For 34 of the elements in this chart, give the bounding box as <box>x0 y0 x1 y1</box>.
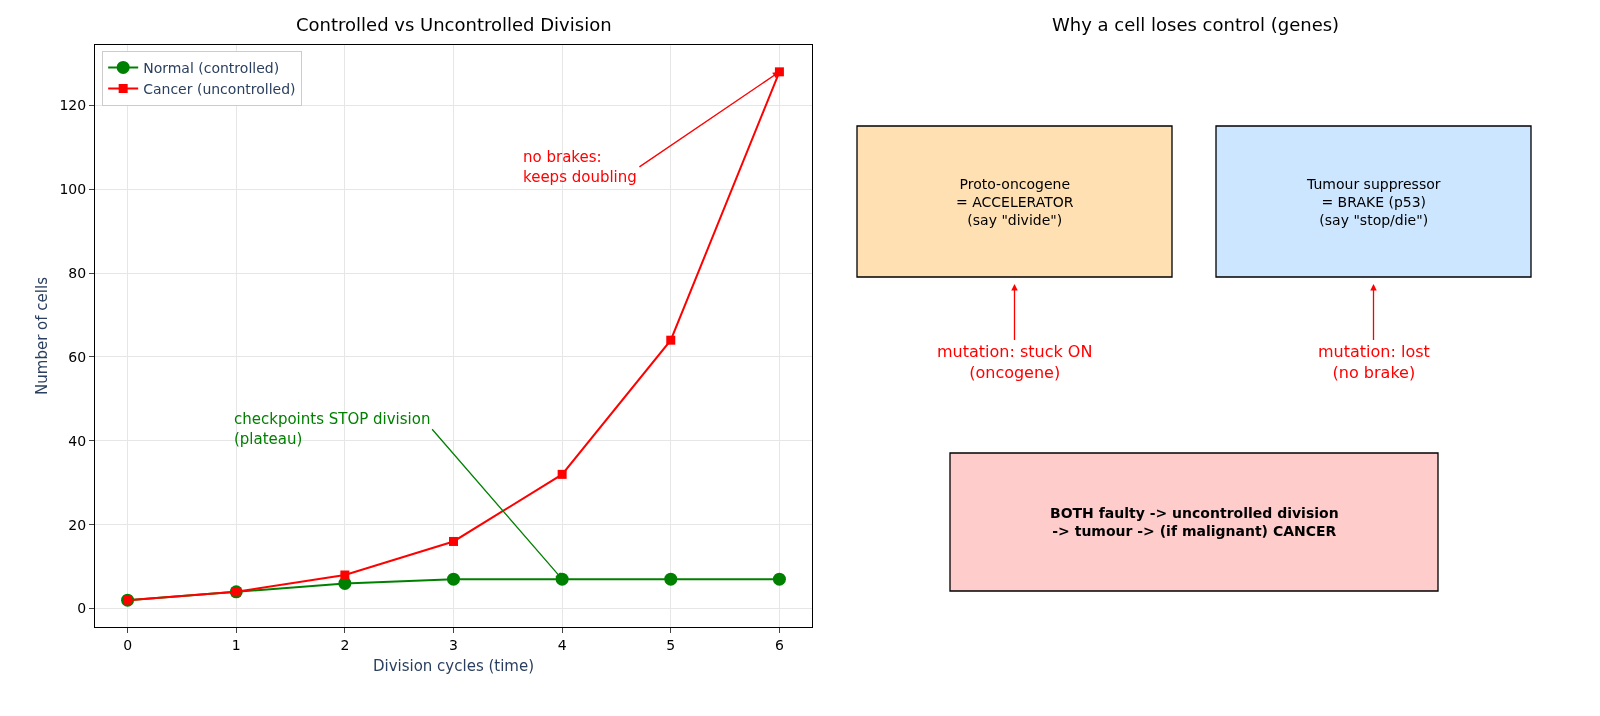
y-tick-label: 60 <box>68 348 87 365</box>
text: Why a cell loses control (genes) <box>1052 14 1340 35</box>
y-tick-label: 120 <box>59 97 87 114</box>
x-tick-label: 3 <box>449 636 458 653</box>
annotation: no brakes: keeps doubling <box>523 148 637 186</box>
text: mutation: lost (no brake) <box>1318 342 1430 382</box>
point <box>340 570 350 580</box>
legend-label: Cancer (uncontrolled) <box>143 81 296 98</box>
x-tick-label: 6 <box>774 636 784 653</box>
y-tick-label: 100 <box>59 181 87 198</box>
point <box>664 572 678 586</box>
point <box>772 572 786 586</box>
text: BOTH faulty -> uncontrolled division -> tumour -> (if malignant) CANCER <box>1050 505 1339 540</box>
text: mutation: stuck ON (oncogene) <box>937 342 1093 382</box>
text: Proto-oncogene = ACCELERATOR (say "divide") <box>956 176 1074 229</box>
y-axis-title: Number of cells <box>32 276 51 395</box>
point <box>557 469 567 479</box>
y-tick-label: 20 <box>68 516 87 533</box>
x-tick-label: 5 <box>666 636 676 653</box>
chart-title: Controlled vs Uncontrolled Division <box>296 14 612 35</box>
point <box>449 536 458 546</box>
x-tick-label: 4 <box>557 636 567 653</box>
text: Tumour suppressor = BRAKE (p53) (say "stop/die") <box>1306 176 1441 229</box>
annotation: checkpoints STOP division (plateau) <box>234 410 431 448</box>
y-tick-label: 80 <box>68 265 87 281</box>
y-tick-label: 40 <box>68 432 87 449</box>
x-tick-label: 0 <box>123 636 133 653</box>
point <box>447 572 460 586</box>
x-axis-title: Division cycles (time) <box>372 656 535 675</box>
x-tick-label: 2 <box>340 636 350 653</box>
x-tick-label: 1 <box>231 636 241 653</box>
y-tick-label: 0 <box>77 600 87 617</box>
legend-label: Normal (controlled) <box>143 59 280 76</box>
point <box>666 335 676 345</box>
